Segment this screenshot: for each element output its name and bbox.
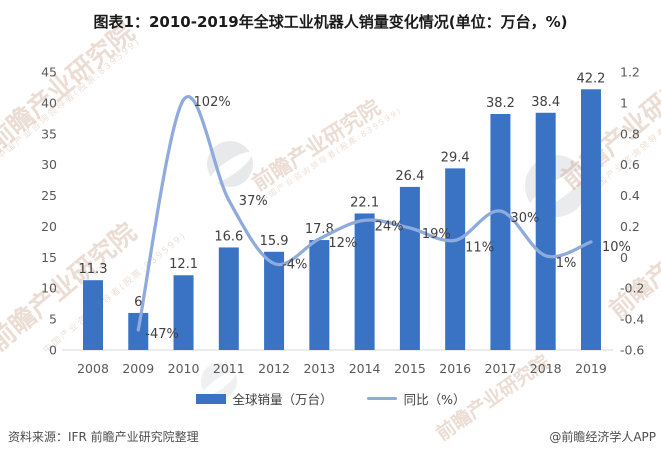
svg-text:2016: 2016 <box>439 361 471 376</box>
svg-text:12%: 12% <box>328 236 357 251</box>
legend-item-sales: 全球销量（万台） <box>195 389 333 408</box>
svg-text:2017: 2017 <box>485 361 517 376</box>
svg-text:38.2: 38.2 <box>486 96 515 111</box>
bar-2018 <box>535 112 556 350</box>
svg-text:1%: 1% <box>556 256 577 271</box>
svg-text:-0.4: -0.4 <box>620 312 644 327</box>
svg-text:5: 5 <box>49 312 57 327</box>
svg-text:2010: 2010 <box>168 361 200 376</box>
svg-text:2015: 2015 <box>394 361 426 376</box>
line-value-labels: -47% 102% 37% -4% 12% 24% 19% 11% 30% 1% 10% <box>145 95 631 342</box>
bar-2011 <box>218 247 239 350</box>
svg-text:10%: 10% <box>602 240 631 255</box>
bar-2017 <box>490 114 511 351</box>
svg-text:30: 30 <box>41 157 57 172</box>
chart-title: 图表1：2010-2019年全球工业机器人销量变化情况(单位：万台，%) <box>93 13 568 31</box>
svg-text:2012: 2012 <box>258 361 290 376</box>
svg-text:-47%: -47% <box>145 327 179 342</box>
bar-2012 <box>264 251 285 350</box>
svg-text:12.1: 12.1 <box>169 257 198 272</box>
bar-2013 <box>309 240 330 350</box>
svg-text:35: 35 <box>41 126 57 141</box>
svg-text:15: 15 <box>41 250 57 265</box>
svg-text:2013: 2013 <box>303 361 335 376</box>
svg-text:-0.2: -0.2 <box>620 281 644 296</box>
svg-text:16.6: 16.6 <box>214 229 243 244</box>
x-axis-year-labels: 2008 2009 2010 2011 2012 2013 2014 2015 2016 2017… <box>77 361 607 376</box>
svg-text:0: 0 <box>49 343 57 358</box>
svg-text:102%: 102% <box>194 95 231 110</box>
legend-item-yoy: 同比（%） <box>366 389 466 408</box>
svg-text:0.4: 0.4 <box>620 188 640 203</box>
svg-text:2014: 2014 <box>349 361 381 376</box>
credit-note: @前瞻经济学人APP <box>549 430 656 444</box>
svg-text:2011: 2011 <box>213 361 245 376</box>
bar-2010 <box>173 275 194 350</box>
bar-2019 <box>580 89 601 350</box>
svg-text:30%: 30% <box>510 211 539 226</box>
svg-text:45: 45 <box>41 65 57 80</box>
line-series <box>136 95 593 332</box>
chart-legend: 全球销量（万台） 同比（%） <box>0 389 661 408</box>
svg-text:2009: 2009 <box>122 361 154 376</box>
svg-text:20: 20 <box>41 219 57 234</box>
svg-text:-0.6: -0.6 <box>620 343 644 358</box>
svg-text:38.4: 38.4 <box>531 95 560 110</box>
svg-text:42.2: 42.2 <box>576 71 605 86</box>
svg-text:1.2: 1.2 <box>620 65 640 80</box>
source-note: 资料来源：IFR 前瞻产业研究院整理 <box>8 430 199 444</box>
svg-text:25: 25 <box>41 188 57 203</box>
svg-text:29.4: 29.4 <box>441 150 470 165</box>
bar-2016 <box>445 168 466 350</box>
svg-text:6: 6 <box>134 295 142 310</box>
svg-text:0.2: 0.2 <box>620 219 640 234</box>
svg-text:24%: 24% <box>375 219 404 234</box>
svg-text:2018: 2018 <box>530 361 562 376</box>
svg-text:40: 40 <box>41 95 57 110</box>
svg-text:17.8: 17.8 <box>305 222 334 237</box>
legend-label-yoy: 同比（%） <box>403 392 466 407</box>
svg-text:19%: 19% <box>422 227 451 242</box>
svg-text:22.1: 22.1 <box>350 195 379 210</box>
line-series-swatch-icon <box>366 396 397 401</box>
svg-text:1: 1 <box>620 95 628 110</box>
svg-text:37%: 37% <box>239 194 268 209</box>
bar-2008 <box>83 280 103 350</box>
svg-text:0.8: 0.8 <box>620 126 640 141</box>
legend-label-sales: 全球销量（万台） <box>232 392 333 407</box>
svg-text:26.4: 26.4 <box>395 169 424 184</box>
svg-text:2008: 2008 <box>77 361 109 376</box>
svg-text:0.6: 0.6 <box>620 157 640 172</box>
svg-text:11.3: 11.3 <box>79 262 108 277</box>
svg-text:-4%: -4% <box>282 258 307 273</box>
svg-text:11%: 11% <box>465 240 494 255</box>
axis-tick-labels: 4540353025201510501.210.80.60.40.20-0.2-… <box>41 65 644 358</box>
svg-text:2019: 2019 <box>575 361 607 376</box>
bar-2015 <box>399 186 420 350</box>
bar-2014 <box>354 213 375 350</box>
bar-series-swatch-icon <box>195 393 226 404</box>
svg-text:15.9: 15.9 <box>260 234 289 249</box>
svg-text:0: 0 <box>620 250 628 265</box>
svg-text:10: 10 <box>41 281 57 296</box>
bar-value-labels: 11.3 6 12.1 16.6 15.9 17.8 22.1 26.4 29.4 38.2 38.… <box>79 71 606 310</box>
